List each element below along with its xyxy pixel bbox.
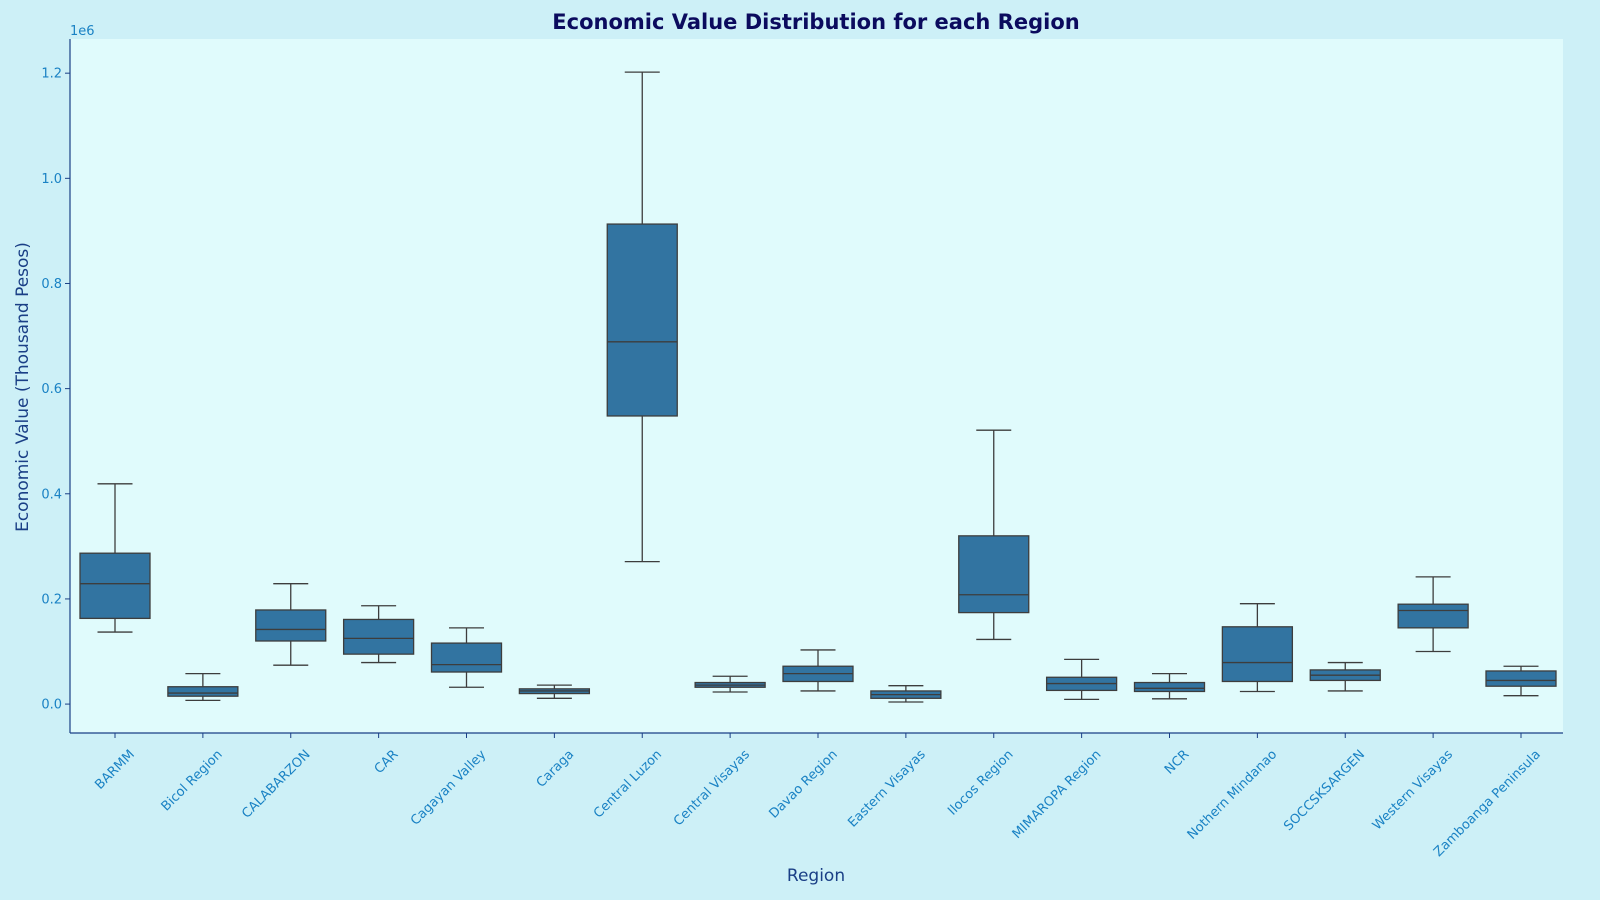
x-tick-label: MIMAROPA Region [1010,747,1105,842]
box-16 [1397,576,1469,653]
iqr-box [255,609,327,642]
x-tick-label: Central Visayas [671,747,753,829]
box-11 [958,429,1030,641]
box-2 [167,672,239,702]
x-tick-label: SOCCSKSARGEN [1281,747,1368,834]
x-tick-label: CALABARZON [239,747,313,821]
iqr-box [1221,626,1294,683]
box-3 [255,583,327,666]
y-tick-label: 0.6 [41,382,62,397]
box-8 [694,675,766,693]
iqr-box [342,618,415,655]
box-1 [79,483,151,633]
x-tick-label: CAR [372,747,402,777]
box-9 [782,649,854,692]
y-axis-offset-label: 1e6 [70,24,95,39]
y-tick-label: 1.2 [41,67,62,82]
box-14 [1221,603,1294,693]
iqr-box [1133,681,1206,693]
box-7 [606,71,678,563]
y-axis-label: Economic Value (Thousand Pesos) [13,242,33,532]
y-tick-label: 1.0 [41,172,62,187]
iqr-box [1397,603,1469,629]
box-12 [1045,658,1118,701]
y-tick-label: 0.8 [41,277,62,292]
x-tick-label: Caraga [534,747,578,791]
iqr-box [79,552,151,620]
x-tick-label: NCR [1162,747,1192,777]
boxes-layer [79,71,1557,703]
box-10 [870,685,942,703]
y-tick-label: 0.0 [41,698,62,713]
y-tick-label: 0.4 [41,487,62,502]
x-tick-label: Ilocos Region [945,747,1016,818]
box-5 [430,627,503,688]
box-6 [518,684,591,699]
x-tick-label: Western Visayas [1370,747,1456,833]
x-tick-label: Central Luzon [591,747,665,821]
iqr-box [167,686,239,697]
x-tick-label: Nothern Mindanao [1185,747,1280,842]
box-15 [1309,661,1381,692]
chart-title: Economic Value Distribution for each Reg… [552,10,1080,34]
x-tick-label: Bicol Region [159,747,226,814]
box-17 [1485,665,1557,697]
x-tick-label: Cagayan Valley [408,747,490,829]
box-13 [1133,672,1206,700]
y-tick-label: 0.2 [41,592,62,607]
iqr-box [430,642,503,673]
x-tick-label: Eastern Visayas [845,747,929,831]
iqr-box [1485,670,1557,687]
box-4 [342,605,415,664]
x-tick-label: BARMM [92,747,137,792]
x-tick-label: Davao Region [766,747,840,821]
iqr-box [606,223,678,417]
iqr-box [958,535,1030,614]
x-axis-label: Region [787,866,845,886]
